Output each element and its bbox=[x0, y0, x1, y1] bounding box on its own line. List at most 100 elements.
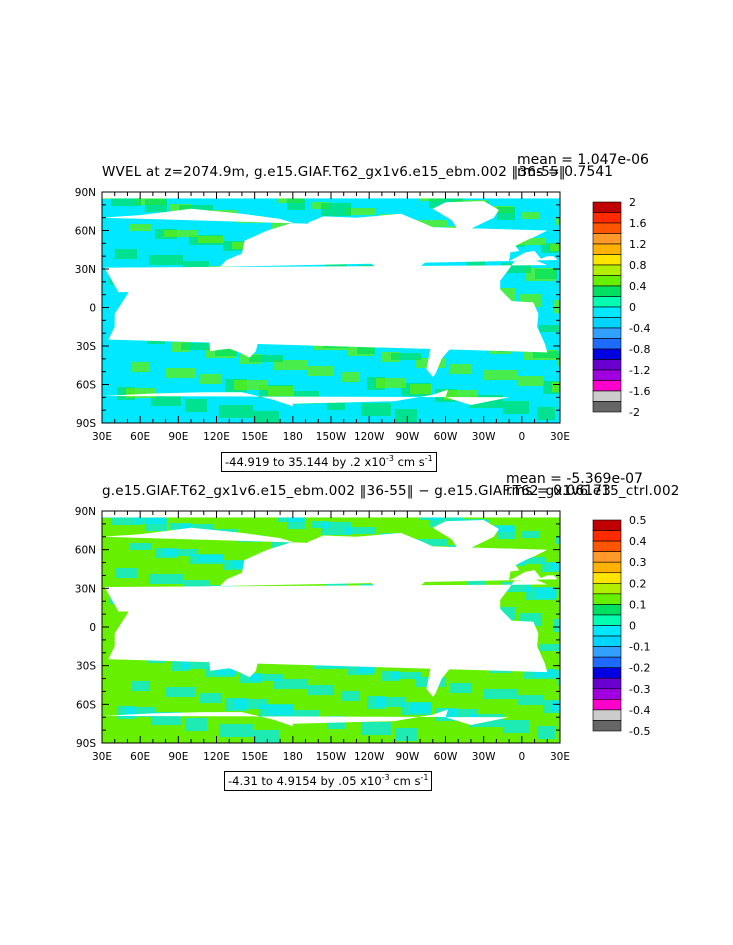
panel2-field-patch bbox=[164, 549, 198, 556]
panel2-field-patch bbox=[543, 700, 560, 713]
panel1-field-patch bbox=[522, 212, 540, 219]
panel2-field-patch bbox=[251, 592, 281, 602]
panel2-field-patch bbox=[361, 722, 391, 735]
panel1-field-patch bbox=[208, 266, 234, 279]
panel1-field-patch bbox=[348, 346, 374, 356]
panel2-field-patch bbox=[179, 524, 213, 537]
panel2-x-tick-label: 30W bbox=[472, 751, 496, 763]
panel1-range-prefix: -44.919 to 35.144 by .2 x10 bbox=[225, 454, 386, 469]
panel1-field-patch bbox=[524, 350, 558, 360]
panel1-colorbar-swatch bbox=[592, 369, 622, 381]
panel2-colorbar-swatch bbox=[592, 561, 622, 574]
panel1-field-patch bbox=[323, 341, 349, 348]
panel1-x-tick-label: 30E bbox=[92, 431, 112, 443]
panel1-field-patch bbox=[471, 313, 501, 320]
panel1-field-patch bbox=[261, 303, 291, 310]
panel2-field-patch bbox=[115, 568, 137, 578]
panel2-field-patch bbox=[172, 661, 190, 671]
panel1-colorbar-label: -2 bbox=[629, 406, 640, 419]
panel1-field-patch bbox=[393, 271, 419, 281]
panel2-colorbar-label: -0.2 bbox=[629, 662, 650, 675]
panel2-colorbar-swatch bbox=[592, 646, 622, 658]
panel1-field-patch bbox=[410, 384, 432, 394]
panel1-field-patch bbox=[117, 387, 135, 400]
panel2-colorbar-swatch bbox=[592, 604, 622, 616]
panel2-x-tick-label: 30E bbox=[550, 751, 570, 763]
panel2-colorbar-swatch bbox=[592, 656, 622, 669]
panel1-y-tick-label: 60S bbox=[76, 380, 96, 392]
panel1-field-patch bbox=[113, 331, 139, 338]
panel1-field-patch bbox=[325, 259, 347, 269]
panel2-field-patch bbox=[249, 674, 283, 681]
panel2-field-patch bbox=[206, 667, 236, 677]
panel1-field-patch bbox=[537, 407, 555, 420]
panel1-field-patch bbox=[437, 307, 455, 314]
panel1-x-tick-label: 30W bbox=[472, 431, 496, 443]
panel2-field-patch bbox=[497, 526, 515, 539]
panel1-field-patch bbox=[274, 360, 308, 370]
panel1-colorbar-label: 1.2 bbox=[629, 238, 647, 251]
panel1-colorbar-swatch bbox=[592, 401, 622, 413]
panel1-field-patch bbox=[187, 317, 205, 324]
panel2-field-patch bbox=[113, 650, 139, 657]
panel2-field-patch bbox=[520, 613, 542, 626]
panel1-y-tick-label: 0 bbox=[89, 303, 96, 315]
panel2-field-patch bbox=[482, 551, 500, 558]
panel2-land-mask bbox=[184, 620, 199, 635]
panel1-field-patch bbox=[200, 374, 222, 384]
panel2-field-patch bbox=[132, 681, 150, 691]
panel1-land-mask bbox=[229, 251, 245, 266]
panel1-colorbar-label: 1.6 bbox=[629, 217, 647, 230]
panel1-field-patch bbox=[401, 383, 431, 396]
panel2-field-patch bbox=[181, 662, 211, 669]
panel2-field-patch bbox=[306, 547, 336, 554]
panel1-field-patch bbox=[130, 224, 152, 231]
panel2-land-mask bbox=[208, 641, 259, 678]
panel2-field-patch bbox=[143, 600, 169, 610]
panel2-field-patch bbox=[420, 513, 442, 520]
panel1-field-patch bbox=[395, 409, 417, 422]
panel1-field-patch bbox=[359, 265, 393, 275]
panel2-land-mask bbox=[230, 628, 255, 640]
panel1-rms: rms = 0.7541 bbox=[517, 164, 614, 180]
panel1-field-patch bbox=[134, 280, 168, 293]
panel2-field-patch bbox=[488, 525, 514, 532]
panel2-field-patch bbox=[200, 693, 222, 703]
panel1-field-patch bbox=[136, 198, 166, 205]
panel1-field-patch bbox=[172, 342, 190, 352]
panel2-field-patch bbox=[533, 670, 559, 677]
panel1-field-patch bbox=[499, 345, 533, 352]
panel2-field-patch bbox=[270, 623, 292, 636]
panel1-field-patch bbox=[147, 337, 165, 344]
panel2-y-tick-label: 30N bbox=[75, 583, 96, 595]
panel2-field-patch bbox=[166, 687, 196, 697]
panel1-field-patch bbox=[170, 204, 192, 211]
panel1-land-mask bbox=[432, 201, 499, 231]
panel1-colorbar-swatch bbox=[592, 212, 622, 224]
panel1-field-patch bbox=[520, 294, 542, 307]
panel2-y-tick-label: 60S bbox=[76, 699, 96, 711]
panel1-field-patch bbox=[446, 308, 476, 321]
panel2-colorbar-swatch bbox=[592, 582, 622, 595]
panel1-field-patch bbox=[291, 253, 321, 263]
panel2-field-patch bbox=[119, 624, 153, 631]
panel2-field-patch bbox=[437, 626, 455, 633]
panel2-field-patch bbox=[378, 615, 404, 628]
panel1-field-patch bbox=[420, 194, 442, 201]
panel1-field-patch bbox=[433, 251, 459, 261]
panel1-field-patch bbox=[497, 207, 515, 220]
panel1-field-patch bbox=[242, 272, 260, 285]
panel1-field-patch bbox=[196, 318, 226, 331]
panel2-land-mask bbox=[118, 645, 128, 660]
panel1-y-tick-label: 30N bbox=[75, 264, 96, 276]
panel1-land-mask bbox=[184, 301, 199, 316]
panel2-land-mask bbox=[432, 520, 499, 550]
panel1-field-patch bbox=[357, 347, 375, 354]
panel1-field-patch bbox=[367, 377, 385, 390]
panel2-field-patch bbox=[376, 697, 406, 707]
panel1-land-mask bbox=[118, 325, 128, 340]
panel1-colorbar-label: -1.2 bbox=[629, 364, 650, 377]
panel2-land-mask bbox=[102, 579, 548, 673]
panel2-field-patch bbox=[314, 659, 348, 669]
panel1-field-patch bbox=[272, 222, 290, 229]
